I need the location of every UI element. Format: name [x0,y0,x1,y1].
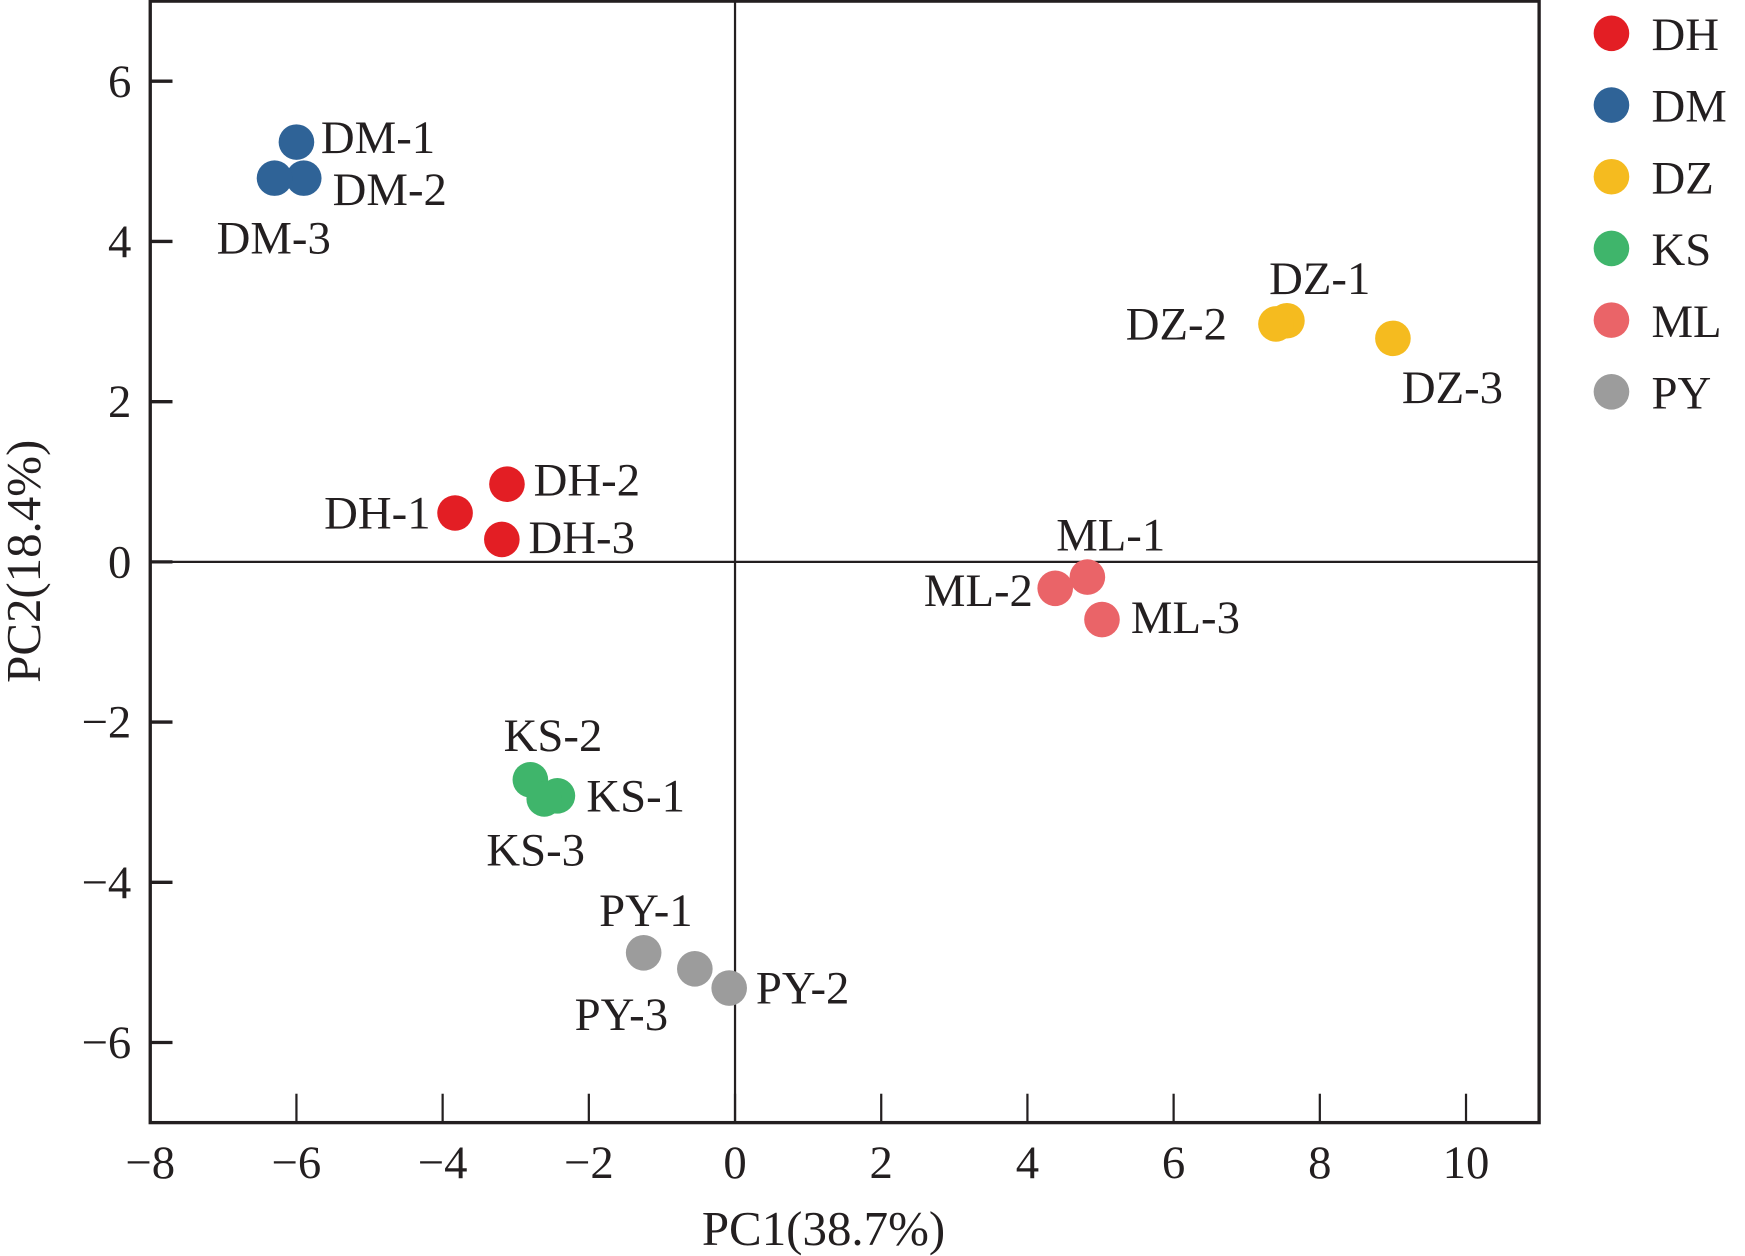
point-label-dh-3: DH-3 [529,512,635,564]
x-tick-label: 2 [870,1137,893,1189]
y-tick-label: −6 [82,1017,132,1069]
point-label-dh-2: DH-2 [534,454,640,506]
point-label-dm-2: DM-2 [333,164,447,216]
x-tick-label: −4 [418,1137,468,1189]
data-point-py-1 [625,935,662,971]
data-point-ks-3 [526,781,563,817]
point-label-ks-1: KS-1 [586,770,685,822]
legend-label-dm: DM [1652,81,1727,133]
point-label-dm-3: DM-3 [217,213,331,265]
x-tick-label: −8 [125,1137,175,1189]
y-axis-label: PC2(18.4%) [0,440,51,683]
legend-marker-dz [1593,158,1630,195]
data-point-dm-2 [285,160,322,196]
point-label-py-2: PY-2 [756,963,849,1015]
data-point-dm-1 [278,124,315,160]
data-point-dh-3 [484,521,520,558]
point-label-dh-1: DH-1 [324,488,430,540]
point-label-py-3: PY-3 [575,989,668,1041]
legend-marker-ks [1593,230,1630,267]
data-point-ml-3 [1084,601,1120,638]
x-tick-label: 6 [1162,1137,1185,1189]
y-tick-label: 0 [108,536,131,588]
legend-marker-ml [1593,302,1630,338]
y-tick-label: −2 [82,697,132,749]
legend-marker-py [1593,374,1630,410]
x-tick-label: −2 [564,1137,614,1189]
data-point-ml-2 [1037,570,1074,607]
x-tick-label: −6 [272,1137,322,1189]
y-tick-label: −4 [82,857,132,909]
data-point-dh-1 [437,495,473,531]
x-axis-label: PC1(38.7%) [702,1201,945,1256]
data-point-py-2 [711,970,747,1006]
legend-label-ks: KS [1652,224,1712,276]
data-point-ml-1 [1069,559,1106,595]
y-tick-label: 6 [108,56,131,108]
x-tick-label: 10 [1443,1137,1490,1189]
point-label-dz-3: DZ-3 [1402,362,1503,414]
x-tick-label: 8 [1308,1137,1331,1189]
x-tick-label: 4 [1016,1137,1039,1189]
point-label-ks-3: KS-3 [486,825,585,877]
data-point-dh-2 [489,466,525,502]
legend-label-ml: ML [1652,296,1722,348]
data-point-dz-2 [1258,306,1294,342]
point-label-ml-3: ML-3 [1131,592,1240,644]
point-label-dz-2: DZ-2 [1126,299,1227,351]
point-label-dm-1: DM-1 [321,112,435,164]
point-label-dz-1: DZ-1 [1269,253,1370,305]
point-label-ml-2: ML-2 [924,565,1033,617]
data-point-dz-3 [1375,320,1411,357]
legend-marker-dh [1593,15,1630,52]
point-label-ks-2: KS-2 [504,710,603,762]
legend-label-dh: DH [1652,9,1720,61]
data-point-dm-3 [256,160,293,196]
point-label-ml-1: ML-1 [1056,509,1165,561]
legend-label-dz: DZ [1652,152,1714,204]
data-point-py-3 [677,951,713,987]
y-tick-label: 4 [108,216,131,268]
legend-marker-dm [1593,87,1630,123]
x-tick-label: 0 [723,1137,746,1189]
legend-label-py: PY [1652,368,1712,420]
point-label-py-1: PY-1 [599,885,692,937]
y-tick-label: 2 [108,376,131,428]
